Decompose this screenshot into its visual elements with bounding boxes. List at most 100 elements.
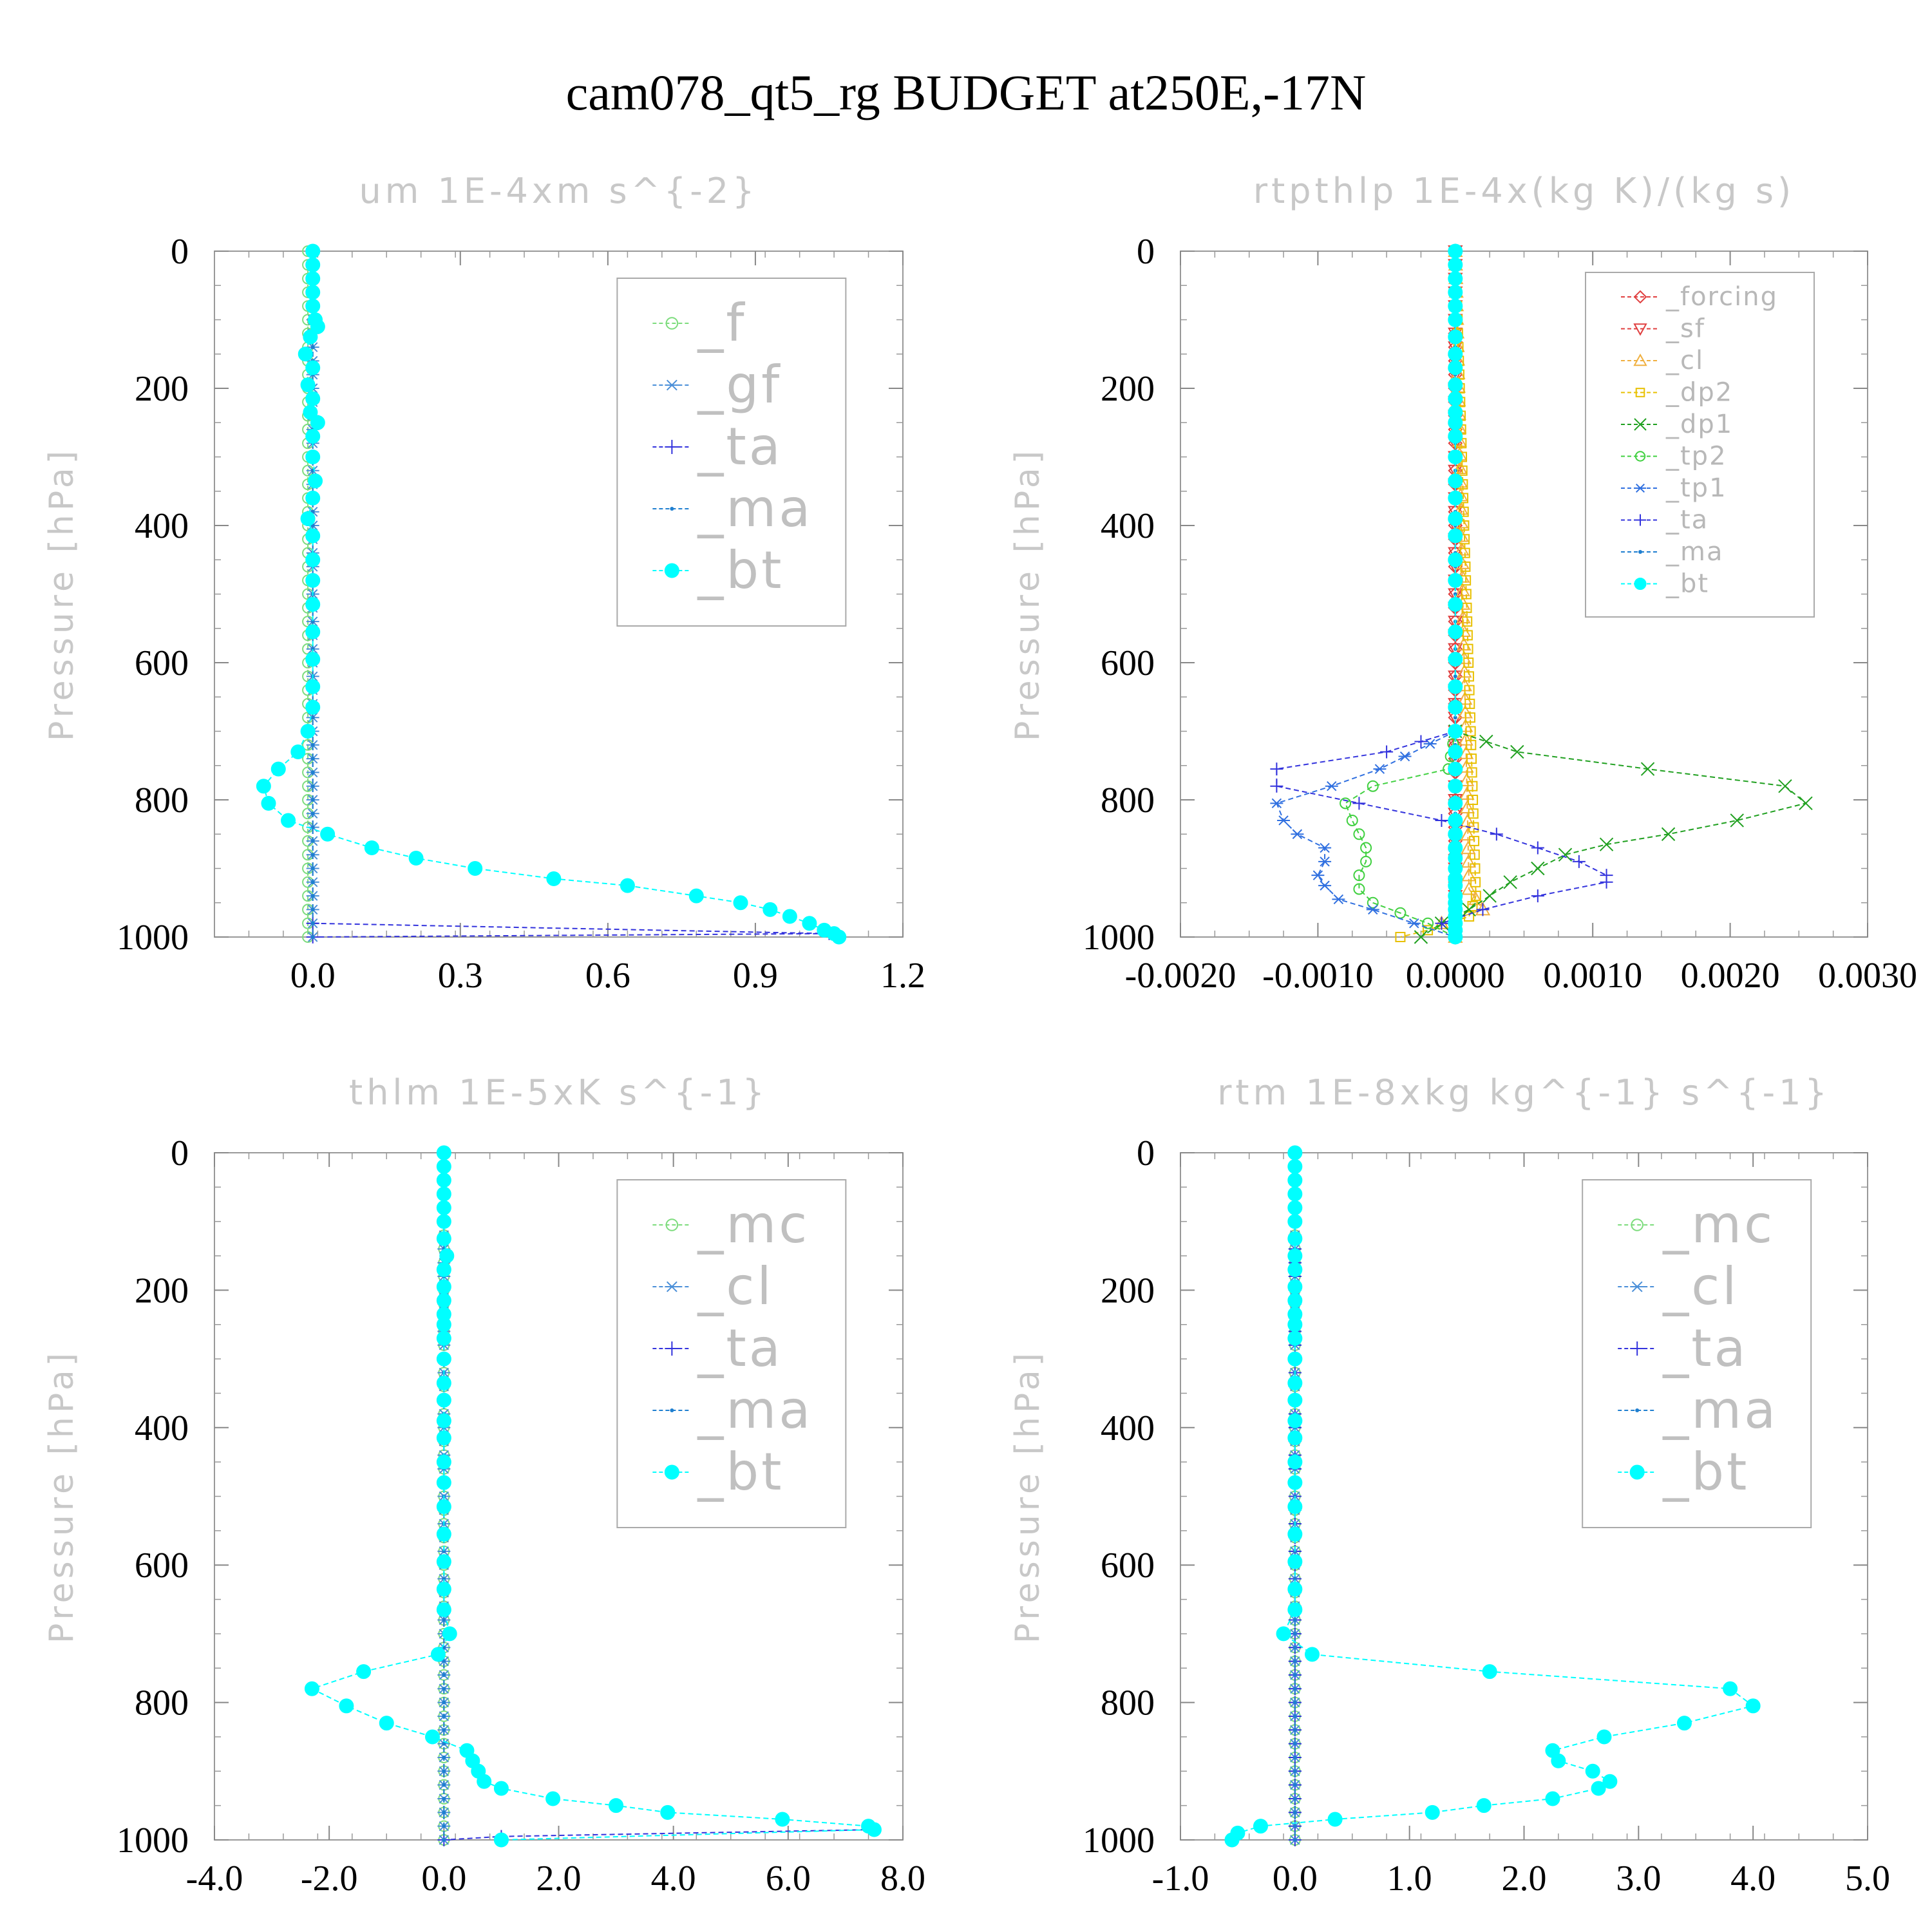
series-bt [256,243,847,945]
data-point [442,1700,446,1705]
data-point [1558,848,1573,862]
data-point [1458,506,1469,517]
data-point [1448,596,1463,612]
data-point [1448,298,1463,314]
data-point [1395,932,1406,942]
panel-title: um 1E-4xm s^{-2} [359,171,759,211]
legend-box [616,278,847,627]
data-point [1482,889,1497,903]
y-tick-label: 800 [1101,781,1155,820]
data-point [305,573,321,588]
data-point [1459,547,1470,558]
panel-title: rtm 1E-8xkg kg^{-1} s^{-1} [1217,1072,1831,1113]
series-bt [1448,243,1463,945]
x-tick-label: 0.9 [733,956,778,996]
data-point [1464,712,1475,723]
legend-label: _gf [697,355,782,415]
data-point [310,894,315,898]
legend-marker [664,563,679,578]
data-point [439,1248,455,1264]
data-point [442,1659,446,1663]
x-tick-label: 0.3 [438,956,483,996]
legend-marker [665,1218,679,1231]
data-point [1353,869,1365,882]
legend-marker [1631,1218,1643,1231]
data-point [1458,745,1474,759]
panel-2: rtpthlp 1E-4x(kg K)/(kg s) Pressure [hPa]… [1009,171,1917,996]
data-point [1367,896,1379,909]
x-tick-label: 4.0 [651,1859,696,1899]
data-point [1422,917,1434,929]
data-point [305,699,321,715]
data-point [1531,861,1545,876]
data-point [305,243,321,259]
data-point [436,1582,451,1597]
data-point [436,1499,451,1515]
data-point [1305,1647,1320,1662]
data-point [546,871,562,886]
data-point [1458,732,1473,746]
data-point [364,840,379,856]
legend-label: _ma [697,1380,813,1440]
y-axis-label: Pressure [hPa] [43,1349,81,1643]
legend-marker [665,1341,679,1356]
data-point [1398,751,1412,762]
data-point [1287,1331,1303,1346]
data-point [1287,1248,1303,1264]
data-point [1287,1173,1303,1188]
data-point [1360,855,1372,867]
x-tick-label: -2.0 [301,1859,358,1899]
data-point [1293,1700,1297,1705]
data-point [256,779,271,794]
data-point [1352,797,1366,810]
data-point [442,1728,446,1732]
data-point [1287,1186,1303,1202]
data-point [1468,891,1484,905]
data-point [436,1145,451,1160]
data-point [1287,1351,1303,1367]
legend-label: _ma [1662,1380,1778,1440]
data-point [310,921,315,925]
x-tick-label: 2.0 [1502,1859,1547,1899]
data-point [436,1186,451,1202]
data-point [1318,842,1332,853]
y-tick-label: 1000 [1083,1821,1155,1861]
y-tick-label: 800 [1101,1683,1155,1723]
data-point [436,1392,451,1408]
y-tick-label: 800 [135,1683,189,1723]
legend-marker [1633,290,1647,304]
data-point [1325,781,1338,791]
data-point [442,1838,446,1842]
legend-label: _cl [1665,346,1704,375]
y-axis-label: Pressure [hPa] [1009,447,1047,741]
data-point [1287,1279,1303,1294]
data-point [305,257,321,272]
data-point [1293,1631,1297,1636]
legend-marker [1638,550,1642,554]
data-point [1448,679,1463,694]
y-tick-label: 600 [135,643,189,683]
data-point [1448,312,1463,327]
panel-title: rtpthlp 1E-4x(kg K)/(kg s) [1253,171,1795,211]
data-point [1469,835,1480,846]
legend-label: _cl [1662,1256,1739,1316]
panel-4: rtm 1E-8xkg kg^{-1} s^{-1} Pressure [hPa]… [1009,1072,1890,1899]
data-point [1464,911,1475,922]
data-point [1462,616,1473,627]
legend-label: _ta [1662,1318,1748,1378]
data-point [261,795,276,811]
data-point [436,1454,451,1470]
data-point [1463,671,1474,682]
data-point [436,1173,451,1188]
legend-marker [1634,514,1646,526]
data-point [310,866,315,871]
legend-marker [665,1281,679,1293]
data-point [1448,450,1463,464]
legend-marker [665,379,679,391]
data-point [305,285,321,300]
data-point [1466,753,1477,764]
data-point [733,895,748,911]
data-point [1464,698,1475,709]
data-point [300,724,316,739]
data-point [1448,699,1463,715]
